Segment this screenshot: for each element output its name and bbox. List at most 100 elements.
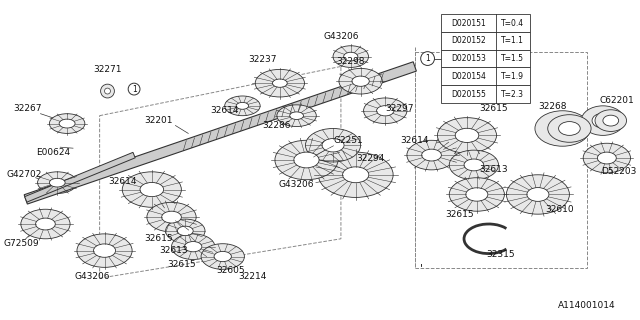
Ellipse shape [77,234,132,267]
Text: 32605: 32605 [216,266,245,275]
Ellipse shape [548,115,591,142]
Ellipse shape [535,111,590,146]
Ellipse shape [333,46,369,68]
Polygon shape [24,152,135,202]
Text: E00624: E00624 [36,148,70,156]
Text: G72509: G72509 [3,239,38,248]
Text: D020154: D020154 [451,72,486,81]
Text: 32297: 32297 [386,104,414,113]
Ellipse shape [603,115,619,126]
Ellipse shape [352,76,369,86]
Text: T=1.9: T=1.9 [501,72,524,81]
Ellipse shape [275,140,338,180]
Ellipse shape [376,106,394,116]
Ellipse shape [177,226,193,236]
Text: 1: 1 [132,84,136,93]
Text: T=0.4: T=0.4 [501,19,524,28]
Ellipse shape [422,149,442,161]
Ellipse shape [122,172,181,207]
Text: 32315: 32315 [486,250,515,259]
Ellipse shape [147,202,196,232]
Ellipse shape [290,112,303,119]
Ellipse shape [93,244,116,257]
Text: 32614: 32614 [108,177,136,186]
Ellipse shape [49,178,65,187]
Ellipse shape [318,152,393,197]
Bar [442,50,530,68]
Text: 32615: 32615 [445,210,474,219]
Ellipse shape [36,218,55,230]
Text: T=1.5: T=1.5 [501,54,524,63]
Text: 32268: 32268 [538,102,567,111]
Text: 32271: 32271 [93,65,122,74]
Ellipse shape [548,120,576,137]
Ellipse shape [172,234,215,260]
Text: D020153: D020153 [451,54,486,63]
Ellipse shape [294,152,319,168]
Ellipse shape [225,96,260,116]
Ellipse shape [184,242,202,252]
Ellipse shape [592,113,614,128]
Ellipse shape [466,188,488,201]
Text: 32294: 32294 [356,154,385,163]
Text: 32286: 32286 [262,121,291,130]
Ellipse shape [49,114,85,133]
Polygon shape [24,62,417,204]
Circle shape [100,84,115,98]
Text: 32613: 32613 [479,165,508,174]
Ellipse shape [449,178,504,211]
Ellipse shape [559,122,580,135]
Ellipse shape [527,188,549,201]
Ellipse shape [255,69,305,97]
Text: G43206: G43206 [323,32,358,41]
Ellipse shape [464,159,484,171]
Text: T=2.3: T=2.3 [501,90,524,99]
Ellipse shape [506,175,570,214]
Ellipse shape [277,105,316,126]
Ellipse shape [201,244,244,269]
Text: C62201: C62201 [599,96,634,105]
Text: 32614: 32614 [401,136,429,145]
Ellipse shape [140,182,164,196]
Ellipse shape [581,106,625,135]
Ellipse shape [597,152,616,164]
Text: G43206: G43206 [279,180,314,189]
Bar [442,68,530,85]
Ellipse shape [21,209,70,239]
Circle shape [128,83,140,95]
Text: 32237: 32237 [248,55,276,64]
Ellipse shape [339,68,382,94]
Text: D020155: D020155 [451,90,486,99]
Ellipse shape [305,129,360,162]
Text: 32267: 32267 [13,104,42,113]
Ellipse shape [214,252,232,262]
Text: 32298: 32298 [337,57,365,66]
Ellipse shape [449,150,499,180]
Circle shape [420,52,435,66]
Text: 32613: 32613 [159,246,188,255]
Text: 32214: 32214 [238,272,266,281]
Ellipse shape [455,128,479,142]
Ellipse shape [38,172,77,194]
Ellipse shape [407,140,456,170]
Text: D020151: D020151 [451,19,486,28]
Text: 32614: 32614 [211,106,239,115]
Ellipse shape [364,98,407,124]
Circle shape [104,88,111,94]
Text: 32610: 32610 [545,205,574,214]
Ellipse shape [322,139,344,152]
Ellipse shape [166,219,205,243]
Ellipse shape [236,102,248,109]
Text: G2251: G2251 [334,136,364,145]
Text: D020152: D020152 [451,36,486,45]
Text: 32615: 32615 [145,234,173,243]
Ellipse shape [583,143,630,173]
Ellipse shape [437,118,497,153]
Ellipse shape [162,211,181,223]
Text: D52203: D52203 [601,167,636,176]
Bar [442,32,530,50]
Bar [442,14,530,32]
Ellipse shape [342,167,369,183]
Ellipse shape [59,119,75,128]
Text: G42702: G42702 [6,170,42,179]
